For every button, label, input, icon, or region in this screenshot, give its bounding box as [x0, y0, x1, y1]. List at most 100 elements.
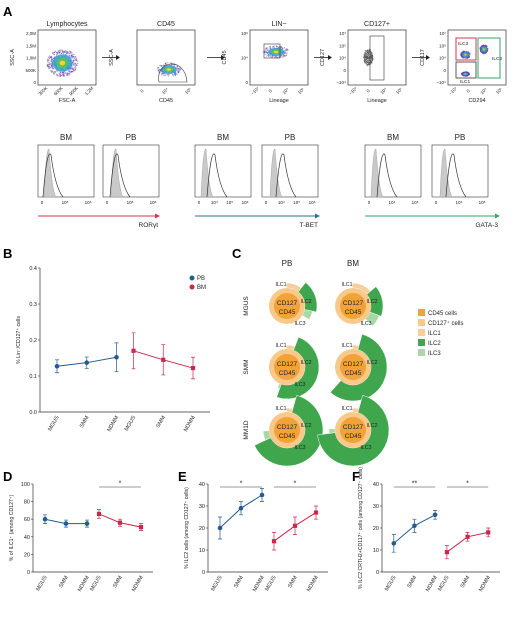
legend-swatch: [418, 309, 425, 316]
flow-dot: [65, 53, 68, 55]
flow-ytick: 2,0M: [26, 31, 36, 36]
flow-arrow-head: [426, 55, 430, 60]
donut-inner-label: CD45: [279, 309, 296, 316]
flow-dot: [267, 54, 269, 56]
y-axis-label: % of ILC1⁺ (among CD127⁺): [9, 494, 15, 561]
marker-label: T-BET: [300, 222, 318, 229]
flow-dot: [177, 71, 180, 73]
flow-dot: [282, 54, 284, 56]
flow-dot: [176, 73, 178, 75]
flow-dot: [48, 67, 50, 70]
flow-xtick: −10⁴: [348, 86, 358, 96]
flow-dot: [267, 48, 269, 50]
flow-plot-ylabel: CD117: [420, 49, 426, 66]
gate: [158, 63, 188, 83]
flow-dot: [272, 46, 274, 48]
legend-label: ILC2: [428, 341, 441, 347]
flow-dot: [462, 56, 464, 58]
flow-dot: [284, 49, 287, 51]
legend-swatch: [189, 275, 195, 281]
flow-dot: [161, 64, 163, 67]
flow-dot: [50, 62, 52, 64]
flow-dot: [487, 49, 489, 51]
flow-dot: [262, 51, 264, 53]
significance-star: *: [466, 481, 469, 488]
y-tick-label: 40: [373, 482, 379, 488]
flow-dot: [278, 56, 280, 58]
density-core: [273, 50, 279, 54]
flow-dot: [265, 47, 268, 49]
flow-dot: [59, 49, 61, 51]
data-point: [138, 525, 144, 530]
histogram-label: PB: [126, 133, 137, 142]
histogram-xtick: 0: [41, 200, 44, 205]
donut-segment-label: ILC1: [276, 282, 287, 288]
donut: CD127 CD45 ILC1 ILC2 ILC3: [269, 282, 318, 327]
legend-swatch: [418, 339, 425, 346]
flow-dot: [173, 73, 176, 75]
donut-inner-label: CD127: [343, 361, 364, 368]
flow-ytick: −10⁴: [436, 80, 446, 85]
flow-dot: [72, 59, 75, 61]
donut-inner-label: CD127: [277, 361, 298, 368]
data-point: [238, 505, 244, 511]
x-tick-label: SMM: [460, 575, 472, 589]
flow-plot-frame: [136, 29, 196, 86]
flow-ytick: −10⁴: [336, 80, 346, 85]
flow-dot: [465, 71, 467, 73]
flow-dot: [276, 56, 278, 58]
flow-dot: [59, 74, 61, 76]
histogram-isotype: [195, 148, 214, 198]
donut-inner-label: CD45: [279, 433, 296, 440]
flow-dot: [75, 64, 77, 67]
flow-dot: [467, 52, 470, 54]
x-tick-label: SMM: [112, 575, 124, 589]
flow-plot-ylabel: CD45: [222, 50, 228, 64]
flow-dot: [58, 52, 60, 55]
flow-dot: [51, 70, 53, 72]
x-tick-label: NDMM: [131, 575, 145, 593]
flow-dot: [50, 57, 53, 59]
histogram-xtick: 10⁶: [150, 200, 157, 205]
flow-dot: [266, 52, 269, 54]
flow-dot: [47, 58, 49, 60]
histogram-xtick: 10⁴: [211, 200, 218, 205]
gate-ilc3: [455, 37, 477, 61]
flow-dot: [68, 73, 70, 75]
donut-segment-label: ILC2: [301, 423, 312, 429]
flow-plot-xlabel: Lineage: [269, 98, 289, 104]
density-core: [464, 54, 467, 56]
flow-dot: [71, 66, 73, 68]
histogram-xtick: 10⁶: [309, 200, 316, 205]
flow-dot: [53, 72, 55, 74]
flow-dot: [52, 68, 54, 70]
flow-dot: [170, 62, 172, 64]
flow-dot: [364, 50, 366, 52]
flow-dot: [62, 74, 64, 76]
flow-plot-title: LIN−: [272, 21, 287, 28]
flow-dot: [50, 70, 52, 72]
flow-dot: [69, 50, 71, 52]
flow-dot: [461, 55, 463, 57]
y-tick-label: 20: [373, 526, 379, 532]
donut-cd45-core: [274, 354, 300, 380]
flow-dot: [53, 73, 56, 75]
flow-dot: [71, 53, 73, 55]
flow-dot: [61, 49, 63, 52]
flow-dot: [157, 66, 159, 68]
flow-dot: [161, 66, 163, 68]
flow-dot: [74, 69, 76, 71]
donut-cd45-core: [340, 417, 366, 443]
flow-ytick: 10⁴: [241, 56, 248, 61]
flow-xtick: 10⁴: [479, 87, 487, 95]
y-tick-label: 30: [373, 504, 379, 510]
donut-inner-label: CD127: [277, 300, 298, 307]
panel-label-e: E: [178, 469, 187, 484]
donut-inner-label: CD45: [345, 370, 362, 377]
gate-label-ilc1: ILC1: [460, 79, 470, 85]
x-tick-label: MGUS: [264, 575, 278, 593]
flow-dot: [60, 74, 63, 77]
histogram-row: BM 0 10⁵ 10⁶ PB 0 10⁵ 10⁶ BM 0 10⁴ 10⁵ 10⁶ PB 0 10⁴ 10⁵ 1…: [37, 133, 500, 229]
donut-row-label: SMM: [243, 359, 250, 374]
flow-dot: [163, 75, 165, 77]
